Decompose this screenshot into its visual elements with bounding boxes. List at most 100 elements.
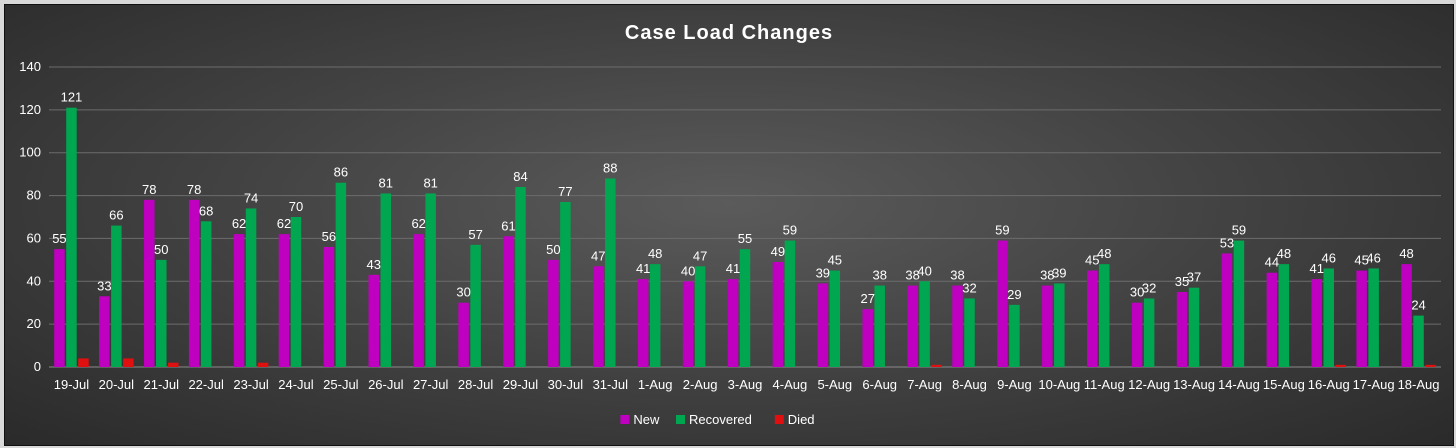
bar-new-18-Aug [1401,264,1412,367]
bar-recovered-2-Aug [694,266,706,367]
data-label-recovered: 32 [962,280,976,295]
x-tick-label: 6-Aug [862,377,897,392]
bar-new-2-Aug [682,281,694,367]
bar-recovered-7-Aug [919,281,930,367]
bar-new-14-Aug [1221,253,1233,367]
bar-new-7-Aug [907,285,918,367]
x-tick-label: 21-Jul [144,377,180,392]
x-tick-label: 9-Aug [997,377,1032,392]
data-label-new: 78 [142,182,156,197]
legend-label-died: Died [788,412,815,427]
x-tick-label: 17-Aug [1353,377,1395,392]
data-label-new: 62 [232,216,246,231]
x-axis-ticks: 19-Jul 20-Jul 21-Jul 22-Jul 23-Jul 24-Jul 25-J… [54,377,1440,392]
bar-recovered-14-Aug [1233,240,1245,367]
data-label-new: 39 [816,265,830,280]
bar-recovered-21-Jul [156,259,167,367]
x-tick-label: 4-Aug [773,377,808,392]
data-label-recovered: 48 [648,246,662,261]
legend-swatch-recovered [676,415,685,424]
bar-new-29-Jul [503,236,514,367]
data-label-recovered: 46 [1322,250,1336,265]
bar-new-26-Jul [368,274,380,367]
y-tick-label: 120 [19,102,41,117]
data-label-new: 53 [1220,235,1234,250]
bar-died-16-Aug [1335,364,1346,367]
data-label-new: 38 [905,268,919,283]
bar-new-16-Aug [1311,279,1322,367]
data-label-new: 35 [1175,274,1189,289]
data-label-new: 59 [995,223,1009,238]
data-label-new: 30 [1130,285,1144,300]
bar-new-3-Aug [727,279,739,367]
bar-new-23-Jul [233,234,245,367]
data-label-new: 41 [636,261,650,276]
data-label-recovered: 68 [199,203,213,218]
data-label-recovered: 84 [513,169,527,184]
data-label-new: 50 [546,242,560,257]
y-tick-label: 80 [27,188,41,203]
bar-new-27-Jul [413,234,424,367]
bar-new-30-Jul [548,259,559,367]
bar-recovered-30-Jul [560,202,571,367]
bar-new-13-Aug [1176,292,1188,367]
x-tick-label: 15-Aug [1263,377,1305,392]
data-label-new: 45 [1354,253,1368,268]
data-label-new: 78 [187,182,201,197]
data-label-recovered: 66 [109,208,123,223]
bar-died-18-Aug [1425,364,1436,367]
bar-recovered-4-Aug [784,240,796,367]
bar-recovered-8-Aug [964,298,975,367]
legend: New Recovered Died [620,412,815,427]
data-label-new: 41 [1310,261,1324,276]
bar-new-22-Jul [188,199,200,367]
data-label-recovered: 86 [334,165,348,180]
bar-recovered-17-Aug [1368,268,1379,367]
data-label-recovered: 24 [1411,298,1425,313]
bar-died-23-Jul [257,362,269,367]
bar-new-17-Aug [1356,270,1367,367]
bar-new-10-Aug [1042,285,1053,367]
data-label-recovered: 32 [1142,280,1156,295]
data-label-recovered: 81 [379,175,393,190]
bar-recovered-27-Jul [425,193,436,367]
bar-new-21-Jul [144,199,155,367]
data-label-new: 44 [1265,255,1279,270]
chart-title: Case Load Changes [625,22,833,44]
x-tick-label: 19-Jul [54,377,90,392]
bar-new-19-Jul [54,249,65,367]
data-label-recovered: 59 [1232,223,1246,238]
data-label-new: 33 [97,278,111,293]
bar-new-8-Aug [952,285,963,367]
legend-label-new: New [633,412,660,427]
bar-new-11-Aug [1086,270,1098,367]
bar-new-6-Aug [862,309,873,367]
x-tick-label: 31-Jul [593,377,629,392]
x-tick-label: 27-Jul [413,377,449,392]
bar-new-9-Aug [997,240,1008,367]
x-tick-label: 2-Aug [683,377,718,392]
bar-recovered-1-Aug [649,264,661,367]
bar-recovered-23-Jul [245,208,257,367]
data-label-new: 49 [771,244,785,259]
data-label-recovered: 46 [1366,250,1380,265]
x-tick-label: 1-Aug [638,377,673,392]
data-label-recovered: 37 [1187,270,1201,285]
data-label-recovered: 70 [289,199,303,214]
y-tick-label: 0 [34,359,41,374]
y-tick-label: 40 [27,273,41,288]
data-label-recovered: 45 [828,253,842,268]
data-label-recovered: 50 [154,242,168,257]
bar-died-20-Jul [123,358,134,367]
bar-recovered-18-Aug [1413,315,1424,367]
bar-recovered-28-Jul [470,244,481,367]
x-tick-label: 10-Aug [1038,377,1080,392]
bar-new-1-Aug [637,279,649,367]
y-axis-ticks: 0 20 40 60 80 100 120 140 [19,59,41,374]
data-label-new: 41 [726,261,740,276]
x-tick-label: 11-Aug [1084,377,1125,392]
bar-recovered-10-Aug [1054,283,1065,367]
bar-recovered-5-Aug [829,270,841,367]
data-label-recovered: 48 [1277,246,1291,261]
x-tick-label: 13-Aug [1173,377,1215,392]
